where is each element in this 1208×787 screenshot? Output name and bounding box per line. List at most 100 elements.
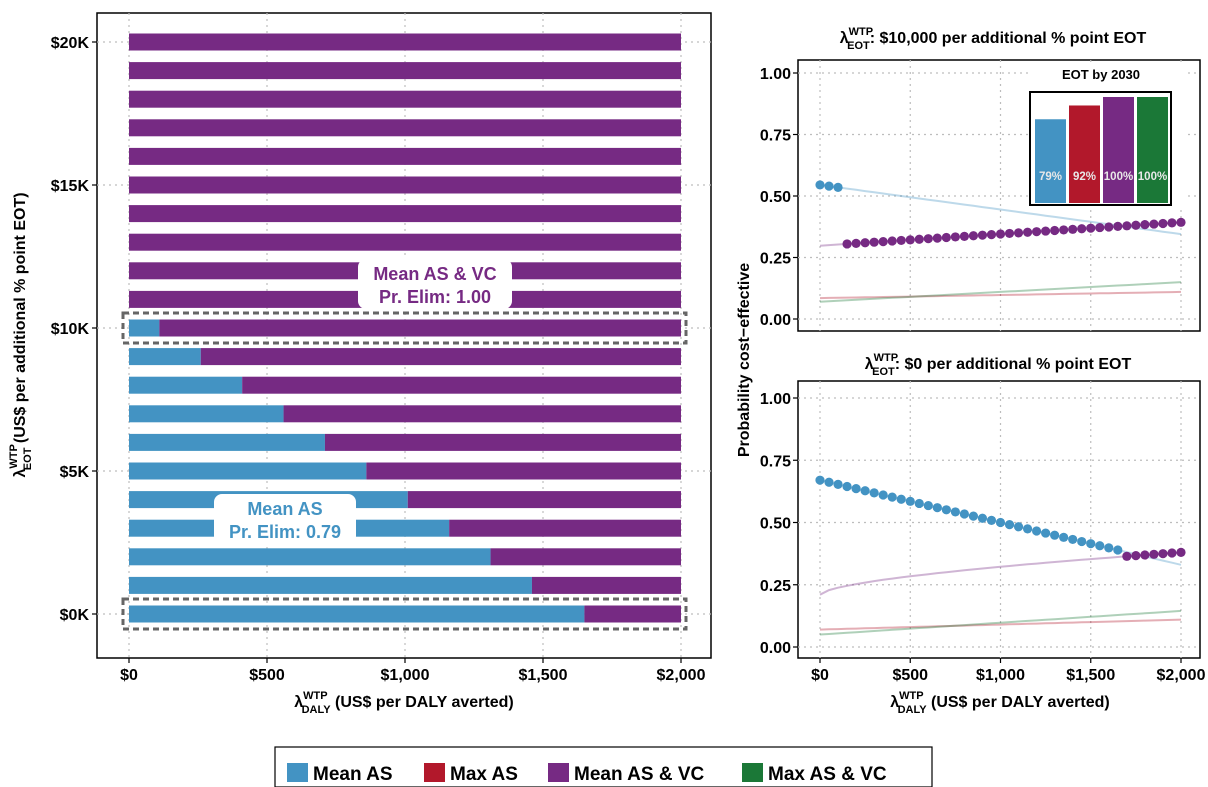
left-x-ticks: $0 $500 $1,000 $1,500 $2,000 — [120, 658, 706, 684]
rb-point-mean-as — [860, 486, 870, 496]
left-bars — [129, 33, 682, 623]
left-x-lambda: λ — [294, 694, 303, 711]
rb-line-max-as — [819, 618, 1182, 631]
rb-point-mean-as — [995, 517, 1006, 528]
rb-point-mean-as — [1032, 526, 1042, 536]
bar-mean-as — [129, 548, 491, 566]
rt-title-sup: WTP — [849, 26, 873, 38]
rt-point-mean-as-vc — [941, 232, 951, 243]
rt-title-rest: : $10,000 per additional % point EOT — [870, 30, 1147, 47]
rt-point-mean-as-vc — [1013, 228, 1024, 238]
left-x-tick-label: $500 — [249, 667, 285, 684]
rb-title-lambda: λ — [865, 356, 874, 373]
left-x-tick-label: $2,000 — [657, 667, 706, 684]
annotation-mean-as-line2: Pr. Elim: 0.79 — [229, 522, 341, 542]
rt-point-mean-as-vc — [977, 230, 988, 240]
left-x-tick-label: $0 — [120, 667, 138, 684]
bar-mean-as-vc — [449, 519, 681, 537]
rt-point-mean-as-vc — [1077, 224, 1087, 234]
rt-point-mean-as-vc — [1032, 227, 1042, 237]
rt-point-mean-as-vc — [995, 229, 1006, 239]
rt-y-tick-label: 0.25 — [760, 251, 791, 268]
rb-y-tick-label: 0.00 — [760, 640, 791, 657]
rb-point-mean-as — [896, 494, 906, 504]
annotation-mean-as-box — [214, 494, 356, 544]
left-x-axis-title: λWTP DALY (US$ per DALY averted) — [294, 690, 513, 716]
left-y-tick-label: $20K — [51, 35, 90, 52]
rb-x-tick-label: $1,500 — [1066, 667, 1115, 684]
rb-point-mean-as-vc — [1158, 549, 1168, 559]
inset-bar-mean-as — [1035, 119, 1066, 203]
rt-point-mean-as-vc — [1022, 227, 1033, 237]
annotation-mean-as: Mean AS Pr. Elim: 0.79 — [214, 494, 356, 544]
legend: Mean AS Max AS Mean AS & VC Max AS & VC — [274, 746, 933, 787]
rb-point-mean-as — [1068, 534, 1078, 545]
right-x-rest: (US$ per DALY averted) — [927, 694, 1110, 711]
left-highlight-boxes — [121, 311, 688, 631]
bar-mean-as-vc — [242, 376, 681, 394]
rt-point-mean-as-vc — [1122, 221, 1132, 231]
rb-point-mean-as — [851, 484, 861, 494]
annotation-mean-as-vc-line1: Mean AS & VC — [373, 264, 496, 284]
rb-point-mean-as — [1013, 522, 1024, 532]
inset-eot-by-2030: EOT by 2030 79% 92% 100% 100% — [1029, 65, 1186, 207]
right-x-lambda: λ — [890, 694, 899, 711]
rt-point-mean-as-vc — [1068, 224, 1078, 234]
legend-swatch-mean-as — [287, 763, 308, 782]
right-x-sup: WTP — [899, 690, 923, 702]
rt-point-mean-as-vc — [1095, 222, 1105, 233]
right-top-optimal-points — [815, 180, 1186, 249]
left-y-rest: (US$ per additional % point EOT) — [12, 192, 29, 447]
rb-point-mean-as-vc — [1176, 547, 1186, 557]
rb-title-sup: WTP — [874, 352, 898, 364]
rb-point-mean-as-vc — [1167, 548, 1177, 558]
rb-point-mean-as — [923, 500, 933, 511]
rb-point-mean-as-vc — [1122, 551, 1132, 561]
inset-bar-label: 92% — [1073, 171, 1096, 183]
rb-x-tick-label: $0 — [811, 667, 829, 684]
right-top-y-ticks: 0.00 0.25 0.50 0.75 1.00 — [760, 66, 798, 329]
rt-point-mean-as-vc — [1131, 220, 1141, 230]
rb-x-tick-label: $2,000 — [1157, 667, 1206, 684]
rt-point-mean-as-vc — [1140, 220, 1150, 230]
bar-mean-as-vc — [129, 147, 681, 165]
rb-point-mean-as — [869, 488, 879, 498]
rb-point-mean-as — [932, 503, 942, 513]
bar-mean-as-vc — [200, 348, 681, 366]
legend-swatch-max-as — [424, 763, 445, 782]
rt-point-mean-as-vc — [1059, 225, 1069, 235]
bar-mean-as-vc — [366, 462, 681, 480]
rb-point-mean-as — [1050, 530, 1060, 540]
rt-point-mean-as-vc — [923, 234, 933, 244]
rt-point-mean-as-vc — [869, 237, 879, 247]
rt-point-mean-as-vc — [1113, 221, 1123, 232]
annotation-mean-as-vc: Mean AS & VC Pr. Elim: 1.00 — [358, 259, 512, 309]
rb-point-mean-as-vc — [1131, 551, 1141, 561]
bar-mean-as-vc — [324, 433, 681, 451]
rt-point-mean-as-vc — [968, 231, 979, 241]
rt-point-mean-as-vc — [842, 239, 852, 249]
rb-point-mean-as — [959, 509, 970, 519]
rb-point-mean-as-vc — [1140, 550, 1150, 560]
annotation-mean-as-vc-box — [358, 259, 512, 309]
rb-point-mean-as — [878, 490, 888, 500]
rb-point-mean-as — [1004, 520, 1015, 530]
rb-y-tick-label: 0.50 — [760, 516, 791, 533]
rb-point-mean-as — [914, 498, 924, 509]
right-y-axis-title: Probability cost−effective — [736, 263, 753, 457]
rb-point-mean-as — [1059, 532, 1069, 542]
rb-point-mean-as — [977, 513, 988, 523]
left-y-tick-label: $10K — [51, 321, 90, 338]
rt-y-tick-label: 1.00 — [760, 66, 791, 83]
bar-mean-as — [129, 576, 532, 594]
rb-point-mean-as — [1077, 536, 1087, 547]
left-y-tick-label: $15K — [51, 178, 90, 195]
highlight-box — [121, 597, 688, 631]
rb-point-mean-as — [1113, 545, 1123, 555]
rb-point-mean-as — [815, 475, 825, 485]
right-bottom-x-ticks: $0 $500 $1,000 $1,500 $2,000 — [811, 658, 1206, 684]
legend-label-mean-as-vc: Mean AS & VC — [574, 764, 704, 785]
rt-y-tick-label: 0.75 — [760, 128, 791, 145]
right-x-sub: DALY — [898, 704, 928, 716]
rt-point-mean-as-vc — [1149, 219, 1159, 229]
